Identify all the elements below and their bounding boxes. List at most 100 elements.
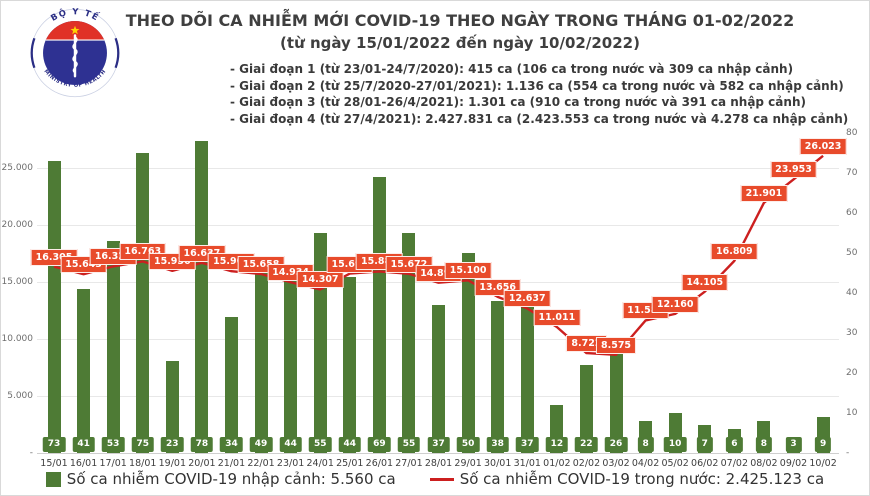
y-axis-left-tick: 5.000 xyxy=(7,390,33,401)
x-axis-label: 28/01 xyxy=(424,458,453,469)
bar-value-tag: 49 xyxy=(249,437,273,452)
bar-value-tag: 37 xyxy=(516,437,539,452)
y-axis-left-tick: 10.000 xyxy=(1,333,34,344)
bar-value-tag: 69 xyxy=(368,437,391,452)
y-axis-right-tick: 70 xyxy=(846,167,858,178)
bar-value-tag: 78 xyxy=(190,437,214,452)
chart-subtitle: (từ ngày 15/01/2022 đến ngày 10/02/2022) xyxy=(280,34,640,52)
bar-value-tag: 53 xyxy=(101,437,125,452)
y-axis-right-tick: 20 xyxy=(846,367,858,378)
logo-right-arc xyxy=(114,37,120,69)
bar-value-tag: 7 xyxy=(696,437,713,452)
x-axis-label: 25/01 xyxy=(336,458,364,469)
y-axis-left-tick: 15.000 xyxy=(1,276,34,287)
bar-value-tag: 9 xyxy=(814,437,832,452)
bar xyxy=(254,256,268,453)
phase-2-summary: - Giai đoạn 2 (từ 25/7/2020-27/01/2021):… xyxy=(230,78,844,93)
x-axis-label: 04/02 xyxy=(631,458,660,469)
bar-value-tag: 41 xyxy=(72,437,95,452)
bar-value-tag: 12 xyxy=(545,437,569,452)
ministry-of-health-logo: BỘ Y TẾ MINISTRY OF HEALTH xyxy=(30,6,120,98)
bar xyxy=(165,360,179,453)
bar xyxy=(195,140,209,453)
x-axis-label: 07/02 xyxy=(720,458,749,469)
y-axis-right-tick: 50 xyxy=(846,247,858,258)
bar xyxy=(106,240,120,453)
x-axis-label: 23/01 xyxy=(276,458,305,469)
bar-value-tag: 8 xyxy=(755,437,773,452)
x-axis-label: 03/02 xyxy=(602,458,630,469)
line-point-label: 14.307 xyxy=(296,271,344,289)
line-point-label: 12.160 xyxy=(651,295,699,313)
bar-value-tag: 10 xyxy=(663,437,687,452)
bar xyxy=(432,304,446,453)
bar xyxy=(461,252,475,453)
y-axis-right-tick: - xyxy=(846,447,850,458)
phase-1-summary: - Giai đoạn 1 (từ 23/01-24/7/2020): 415 … xyxy=(230,62,794,76)
line-point-label: 15.100 xyxy=(444,262,492,280)
chart-legend: Số ca nhiễm COVID-19 nhập cảnh: 5.560 ca… xyxy=(1,470,869,488)
x-axis-label: 18/01 xyxy=(129,458,157,469)
line-point-label: 26.023 xyxy=(799,137,847,155)
y-axis-left-tick: 20.000 xyxy=(1,219,34,230)
x-axis-label: 21/01 xyxy=(217,458,246,469)
x-axis-label: 20/01 xyxy=(188,458,216,469)
x-axis-label: 29/01 xyxy=(454,458,482,469)
line-point-label: 12.637 xyxy=(503,290,551,308)
logo-snake-icon xyxy=(72,36,78,74)
logo-star-icon xyxy=(70,25,80,35)
bar-value-tag: 55 xyxy=(308,437,332,452)
bar xyxy=(491,300,505,453)
legend-swatch-bar-icon xyxy=(45,471,61,487)
y-axis-left-tick: - xyxy=(29,447,33,458)
x-axis-label: 10/02 xyxy=(809,458,837,469)
bar-value-tag: 55 xyxy=(397,437,421,452)
x-axis-label: 31/01 xyxy=(513,458,541,469)
bar xyxy=(372,176,386,453)
bar-value-tag: 73 xyxy=(42,437,66,452)
bar xyxy=(609,348,623,453)
x-axis-label: 05/02 xyxy=(661,458,689,469)
y-axis-right-tick: 40 xyxy=(846,287,858,298)
bar xyxy=(77,288,91,453)
bar xyxy=(47,160,61,453)
bar-value-tag: 38 xyxy=(486,437,509,452)
logo-left-arc xyxy=(30,37,36,69)
x-axis-label: 19/01 xyxy=(158,458,186,469)
chart-title: THEO DÕI CA NHIỄM MỚI COVID-19 THEO NGÀY… xyxy=(125,11,795,30)
x-axis-label: 09/02 xyxy=(779,458,808,469)
phase-summary-block: - Giai đoạn 1 (từ 23/01-24/7/2020): 415 … xyxy=(230,61,848,127)
line-point-label: 21.901 xyxy=(740,184,788,202)
x-axis-label: 16/01 xyxy=(69,458,98,469)
x-axis-label: 01/02 xyxy=(543,458,571,469)
bar xyxy=(136,152,150,453)
bar xyxy=(313,232,327,453)
bar-value-tag: 34 xyxy=(220,437,243,452)
bar xyxy=(224,316,238,453)
line-point-label: 23.953 xyxy=(770,161,817,179)
legend-label-domestic: Số ca nhiễm COVID-19 trong nước: 2.425.1… xyxy=(459,470,825,488)
bar xyxy=(284,276,298,453)
legend-item-domestic: Số ca nhiễm COVID-19 trong nước: 2.425.1… xyxy=(429,470,825,488)
x-axis-label: 26/01 xyxy=(365,458,394,469)
bar-value-tag: 75 xyxy=(131,437,154,452)
gridline xyxy=(37,167,839,169)
bar-value-tag: 44 xyxy=(279,437,302,452)
y-axis-right-tick: 60 xyxy=(846,207,858,218)
bar xyxy=(343,276,357,453)
line-point-label: 14.105 xyxy=(681,273,729,291)
legend-label-imported: Số ca nhiễm COVID-19 nhập cảnh: 5.560 ca xyxy=(66,470,396,488)
legend-item-imported: Số ca nhiễm COVID-19 nhập cảnh: 5.560 ca xyxy=(45,470,396,488)
x-axis-label: 24/01 xyxy=(306,458,334,469)
bar xyxy=(579,364,593,453)
y-axis-right-tick: 30 xyxy=(846,327,858,338)
x-axis-label: 27/01 xyxy=(395,458,423,469)
bar-value-tag: 44 xyxy=(338,437,362,452)
x-axis-label: 06/02 xyxy=(691,458,719,469)
line-point-label: 8.575 xyxy=(595,336,637,354)
y-axis-right-tick: 10 xyxy=(846,407,858,418)
bar-value-tag: 3 xyxy=(785,437,802,452)
bar-value-tag: 22 xyxy=(575,437,598,452)
